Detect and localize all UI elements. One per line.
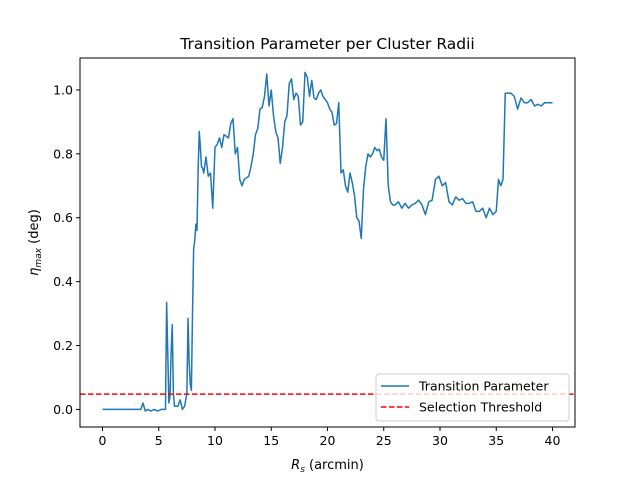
x-axis-ticks: 0 5 10 15 20 25 30 35 40 bbox=[99, 427, 561, 448]
x-axis-title-rest: (arcmin) bbox=[305, 458, 364, 473]
y-axis-title-sub: max bbox=[34, 247, 44, 267]
y-axis-title-main: η bbox=[27, 268, 42, 276]
y-tick-label: 0.2 bbox=[53, 338, 73, 353]
y-axis-ticks: 0.0 0.2 0.4 0.6 0.8 1.0 bbox=[53, 82, 80, 417]
y-tick-label: 0.4 bbox=[53, 274, 73, 289]
x-tick-label: 5 bbox=[155, 433, 163, 448]
y-tick-label: 0.0 bbox=[53, 402, 73, 417]
x-tick-label: 40 bbox=[545, 433, 561, 448]
legend-label-threshold: Selection Threshold bbox=[419, 400, 542, 415]
x-axis-title: Rs (arcmin) bbox=[291, 458, 364, 475]
plot-area bbox=[80, 58, 575, 427]
x-tick-label: 15 bbox=[263, 433, 279, 448]
y-axis-title: ηmax (deg) bbox=[27, 209, 44, 276]
legend-box bbox=[375, 373, 570, 422]
x-axis-title-main: R bbox=[291, 458, 300, 473]
y-axis-title-rest: (deg) bbox=[27, 209, 42, 248]
legend-label-transition: Transition Parameter bbox=[418, 379, 549, 394]
x-tick-label: 20 bbox=[320, 433, 336, 448]
x-tick-label: 35 bbox=[488, 433, 504, 448]
y-tick-label: 1.0 bbox=[53, 82, 73, 97]
y-tick-label: 0.8 bbox=[53, 146, 73, 161]
y-tick-label: 0.6 bbox=[53, 210, 73, 225]
x-tick-label: 25 bbox=[376, 433, 392, 448]
x-tick-label: 0 bbox=[99, 433, 107, 448]
x-tick-label: 30 bbox=[432, 433, 448, 448]
legend: Transition Parameter Selection Threshold bbox=[375, 373, 570, 422]
series-line-transition-parameter bbox=[102, 71, 553, 412]
x-axis-title-sub: s bbox=[300, 465, 305, 475]
x-tick-label: 10 bbox=[207, 433, 223, 448]
chart-title: Transition Parameter per Cluster Radii bbox=[179, 35, 474, 53]
